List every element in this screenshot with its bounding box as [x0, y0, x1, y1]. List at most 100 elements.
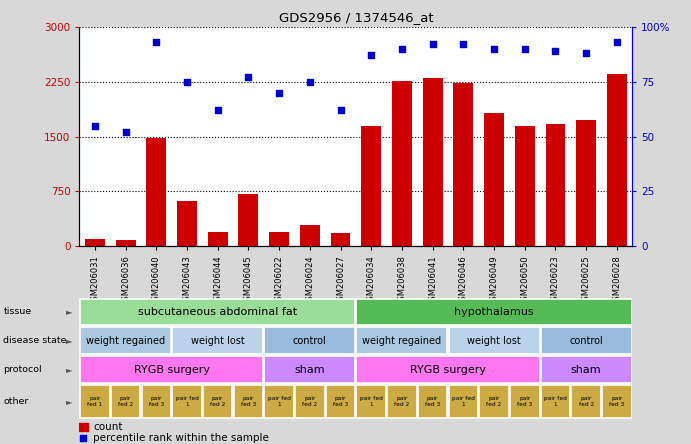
Text: ►: ► — [66, 336, 73, 345]
Text: pair
fed 3: pair fed 3 — [333, 396, 348, 407]
Bar — [111, 385, 140, 418]
Text: pair fed
1: pair fed 1 — [176, 396, 198, 407]
Bar — [330, 233, 350, 246]
Text: percentile rank within the sample: percentile rank within the sample — [93, 432, 269, 443]
Point — [427, 41, 438, 48]
Bar — [357, 385, 386, 418]
Text: hypothalamus: hypothalamus — [454, 307, 534, 317]
Bar — [238, 194, 258, 246]
Bar — [387, 385, 417, 418]
Bar — [172, 328, 263, 354]
Text: pair fed
1: pair fed 1 — [267, 396, 290, 407]
Text: pair
fed 1: pair fed 1 — [87, 396, 102, 407]
Bar — [265, 385, 294, 418]
Text: pair
fed 3: pair fed 3 — [425, 396, 440, 407]
Text: pair
fed 2: pair fed 2 — [578, 396, 594, 407]
Bar — [269, 232, 289, 246]
Point — [366, 52, 377, 59]
Bar — [300, 225, 320, 246]
Bar — [325, 385, 355, 418]
Point — [243, 74, 254, 81]
Text: control: control — [569, 336, 603, 346]
Point — [120, 129, 131, 136]
Text: pair
fed 2: pair fed 2 — [486, 396, 502, 407]
Text: protocol: protocol — [3, 365, 42, 374]
Bar — [448, 328, 540, 354]
Bar — [79, 423, 88, 431]
Bar — [418, 385, 447, 418]
Bar — [357, 328, 447, 354]
Bar — [80, 385, 110, 418]
Point — [212, 107, 223, 114]
Text: pair
fed 3: pair fed 3 — [609, 396, 625, 407]
Bar — [361, 126, 381, 246]
Title: GDS2956 / 1374546_at: GDS2956 / 1374546_at — [278, 11, 433, 24]
Point — [151, 39, 162, 46]
Text: weight lost: weight lost — [467, 336, 521, 346]
Bar — [453, 83, 473, 246]
Bar — [576, 120, 596, 246]
Bar — [541, 357, 632, 383]
Text: RYGB surgery: RYGB surgery — [133, 365, 209, 375]
Bar — [357, 299, 632, 325]
Text: RYGB surgery: RYGB surgery — [410, 365, 486, 375]
Point — [78, 434, 89, 441]
Text: sham: sham — [294, 365, 325, 375]
Bar — [541, 328, 632, 354]
Point — [397, 45, 408, 52]
Text: pair
fed 2: pair fed 2 — [210, 396, 225, 407]
Point — [458, 41, 469, 48]
Text: pair
fed 2: pair fed 2 — [118, 396, 133, 407]
Text: weight lost: weight lost — [191, 336, 245, 346]
Point — [489, 45, 500, 52]
Text: pair fed
1: pair fed 1 — [452, 396, 475, 407]
Text: weight regained: weight regained — [362, 336, 442, 346]
Bar — [510, 385, 540, 418]
Point — [550, 47, 561, 54]
Bar — [265, 357, 355, 383]
Text: ►: ► — [66, 307, 73, 317]
Bar — [602, 385, 632, 418]
Text: pair
fed 2: pair fed 2 — [395, 396, 410, 407]
Bar — [80, 357, 263, 383]
Bar — [146, 138, 167, 246]
Text: pair
fed 2: pair fed 2 — [302, 396, 317, 407]
Point — [580, 49, 591, 56]
Text: disease state: disease state — [3, 336, 67, 345]
Bar — [545, 124, 565, 246]
Bar — [357, 357, 540, 383]
Bar — [172, 385, 202, 418]
Text: other: other — [3, 397, 29, 406]
Bar — [115, 240, 135, 246]
Point — [335, 107, 346, 114]
Bar — [607, 74, 627, 246]
Text: pair fed
1: pair fed 1 — [544, 396, 567, 407]
Bar — [571, 385, 601, 418]
Text: pair
fed 3: pair fed 3 — [149, 396, 164, 407]
Text: pair
fed 3: pair fed 3 — [240, 396, 256, 407]
Bar — [80, 328, 171, 354]
Bar — [80, 299, 355, 325]
Text: pair fed
1: pair fed 1 — [360, 396, 383, 407]
Bar — [541, 385, 570, 418]
Bar — [448, 385, 478, 418]
Bar — [480, 385, 509, 418]
Bar — [295, 385, 325, 418]
Bar — [484, 113, 504, 246]
Bar — [515, 126, 535, 246]
Bar — [234, 385, 263, 418]
Bar — [85, 239, 105, 246]
Point — [274, 89, 285, 96]
Text: sham: sham — [571, 365, 601, 375]
Bar — [177, 201, 197, 246]
Text: tissue: tissue — [3, 307, 32, 317]
Point — [89, 122, 100, 129]
Text: weight regained: weight regained — [86, 336, 165, 346]
Point — [519, 45, 530, 52]
Bar — [208, 232, 227, 246]
Bar — [142, 385, 171, 418]
Point — [182, 78, 193, 85]
Point — [304, 78, 315, 85]
Bar — [203, 385, 232, 418]
Bar — [265, 328, 355, 354]
